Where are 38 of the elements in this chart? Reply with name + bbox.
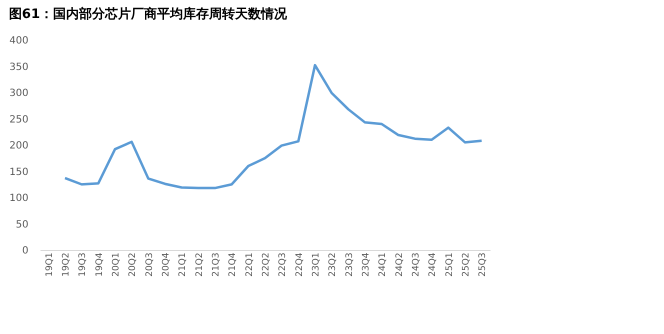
x-tick-label: 25Q2: [462, 252, 472, 277]
x-tick-label: 23Q4: [362, 252, 372, 277]
x-tick-label: 21Q3: [212, 252, 222, 277]
x-tick-label: 24Q3: [412, 252, 422, 277]
x-tick-label: 23Q3: [344, 252, 355, 277]
x-tick-label: 20Q1: [112, 252, 122, 277]
x-tick-label: 22Q2: [262, 252, 272, 277]
x-tick-label: 23Q2: [328, 252, 338, 277]
x-tick-label: 21Q1: [178, 252, 188, 277]
x-tick-label: 20Q2: [128, 252, 138, 277]
y-tick-label: 350: [9, 62, 28, 73]
y-tick-label: 250: [9, 114, 28, 126]
x-tick-label: 19Q3: [78, 252, 88, 277]
x-tick-label: 25Q3: [478, 252, 488, 277]
x-tick-label: 22Q1: [244, 252, 255, 277]
x-tick-label: 20Q4: [162, 252, 172, 277]
x-tick-label: 25Q1: [444, 252, 455, 277]
line-series: [64, 64, 483, 190]
y-tick-label: 400: [9, 36, 28, 46]
x-tick-label: 21Q2: [194, 252, 205, 277]
y-tick-label: 50: [16, 219, 28, 230]
y-tick-label: 0: [22, 246, 28, 256]
x-tick-label: 24Q2: [394, 252, 405, 277]
x-tick-label: 19Q4: [94, 252, 105, 277]
y-tick-label: 150: [9, 166, 28, 178]
x-tick-label: 22Q3: [278, 252, 288, 277]
x-tick-label: 19Q2: [62, 252, 72, 277]
chart-title: 图61：国内部分芯片厂商平均库存周转天数情况: [8, 6, 288, 22]
x-tick-label: 20Q3: [144, 252, 155, 277]
x-tick-label: 19Q1: [44, 252, 55, 277]
y-tick-label: 200: [9, 140, 28, 152]
x-tick-label: 21Q4: [228, 252, 238, 277]
x-tick-label: 24Q1: [378, 252, 388, 277]
y-tick-label: 300: [9, 88, 28, 99]
x-tick-label: 23Q1: [312, 252, 322, 277]
y-tick-label: 100: [9, 193, 28, 204]
x-tick-label: 22Q4: [294, 252, 305, 277]
x-tick-label: 24Q4: [428, 252, 438, 277]
